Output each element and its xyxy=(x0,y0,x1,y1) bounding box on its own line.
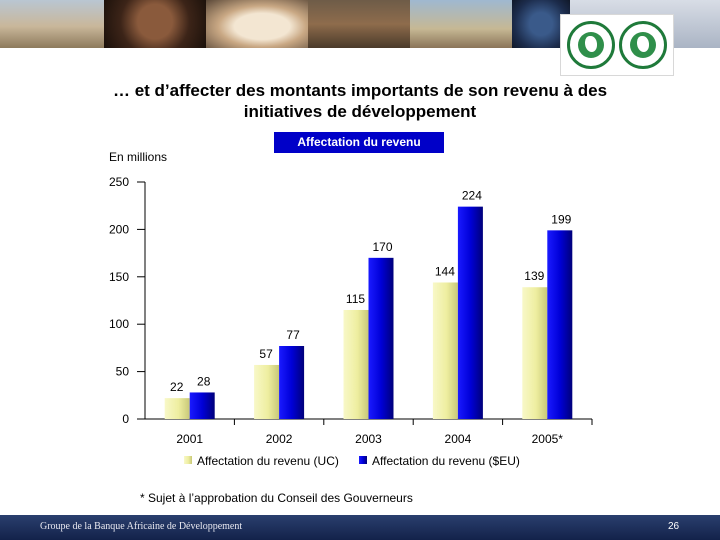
bar-eu xyxy=(368,257,394,419)
data-label: 22 xyxy=(170,380,184,394)
data-label: 115 xyxy=(346,292,365,306)
x-tick-label: 2003 xyxy=(355,432,382,446)
x-tick-label: 2005* xyxy=(532,432,564,446)
data-label: 57 xyxy=(259,347,273,361)
y-tick-label: 200 xyxy=(109,222,129,236)
data-label: 199 xyxy=(551,212,571,226)
legend-label-eu: Affectation du revenu ($EU) xyxy=(372,454,520,468)
afdb-seal-icon xyxy=(619,21,667,69)
slide-title-line2: initiatives de développement xyxy=(243,102,477,121)
slide-title-line1: … et d’affecter des montants importants … xyxy=(112,81,608,100)
bar-eu xyxy=(279,346,305,419)
legend-swatch-uc xyxy=(184,456,192,464)
data-label: 139 xyxy=(524,269,544,283)
bar-eu xyxy=(547,230,573,419)
banner-photo-child xyxy=(104,0,206,48)
x-tick-label: 2002 xyxy=(266,432,293,446)
afdb-seal-icon xyxy=(567,21,615,69)
data-label: 144 xyxy=(435,264,455,278)
y-tick-label: 150 xyxy=(109,270,129,284)
data-label: 77 xyxy=(286,328,300,342)
footnote: * Sujet à l’approbation du Conseil des G… xyxy=(140,491,413,505)
y-tick-label: 50 xyxy=(116,365,130,379)
y-tick-label: 100 xyxy=(109,317,129,331)
data-label: 170 xyxy=(372,240,392,254)
footer-org-name: Groupe de la Banque Africaine de Dévelop… xyxy=(40,521,243,532)
afdb-logo xyxy=(560,14,674,76)
page-number: 26 xyxy=(668,521,680,532)
data-label: 224 xyxy=(462,189,482,203)
bar-uc xyxy=(343,309,369,419)
footer-bar: Groupe de la Banque Africaine de Dévelop… xyxy=(0,515,720,540)
data-label: 28 xyxy=(197,374,211,388)
banner-photo-construction xyxy=(410,0,512,48)
x-tick-label: 2004 xyxy=(445,432,472,446)
y-tick-label: 0 xyxy=(122,412,129,426)
legend-label-uc: Affectation du revenu (UC) xyxy=(197,454,339,468)
chart-title-chip: Affectation du revenu xyxy=(274,132,444,153)
bar-uc xyxy=(522,287,548,419)
banner-photo-shell xyxy=(206,0,308,48)
bar-uc xyxy=(432,282,458,419)
bar-eu xyxy=(457,206,483,419)
x-tick-label: 2001 xyxy=(176,432,203,446)
banner-photo-dam xyxy=(0,0,104,48)
slide-title: … et d’affecter des montants importants … xyxy=(60,80,660,122)
bar-uc xyxy=(254,364,280,419)
banner-photo-street xyxy=(308,0,410,48)
y-tick-label: 250 xyxy=(109,175,129,189)
legend-swatch-eu xyxy=(359,456,367,464)
unit-label: En millions xyxy=(109,150,168,164)
bar-eu xyxy=(189,392,215,419)
bar-uc xyxy=(164,398,190,419)
